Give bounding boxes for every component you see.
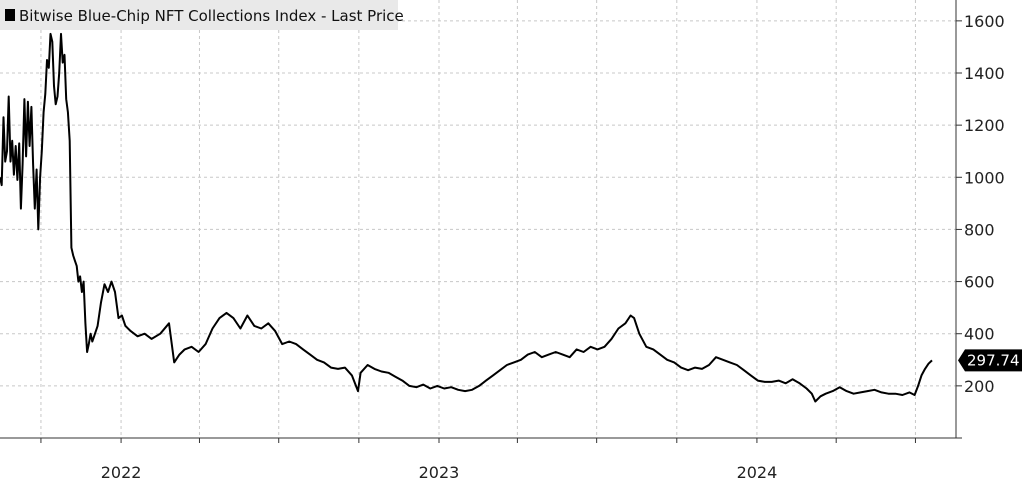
- legend-label: Bitwise Blue-Chip NFT Collections Index …: [19, 7, 404, 25]
- y-tick-label: 1200: [964, 116, 1005, 135]
- legend-background: [0, 0, 398, 30]
- y-tick-label: 1400: [964, 64, 1005, 83]
- x-tick-label: 2022: [101, 463, 142, 482]
- legend: Bitwise Blue-Chip NFT Collections Index …: [0, 0, 404, 30]
- y-tick-label: 600: [964, 273, 995, 292]
- last-value-label: 297.74: [967, 351, 1020, 369]
- y-tick-label: 1000: [964, 168, 1005, 187]
- x-tick-label: 2024: [737, 463, 778, 482]
- y-tick-label: 800: [964, 220, 995, 239]
- y-tick-label: 1600: [964, 12, 1005, 31]
- legend-swatch: [5, 9, 15, 21]
- y-tick-label: 200: [964, 377, 995, 396]
- y-tick-label: 400: [964, 325, 995, 344]
- last-value-badge: [958, 349, 1022, 372]
- grid: [0, 0, 956, 438]
- last-value-marker: 297.74: [958, 349, 1022, 372]
- x-tick-label: 2023: [419, 463, 460, 482]
- y-axis: 200 400 600 800 1000 1200 1400 1600: [956, 12, 1005, 439]
- series-line: [0, 32, 933, 403]
- x-axis: 2022 2023 2024: [0, 437, 956, 482]
